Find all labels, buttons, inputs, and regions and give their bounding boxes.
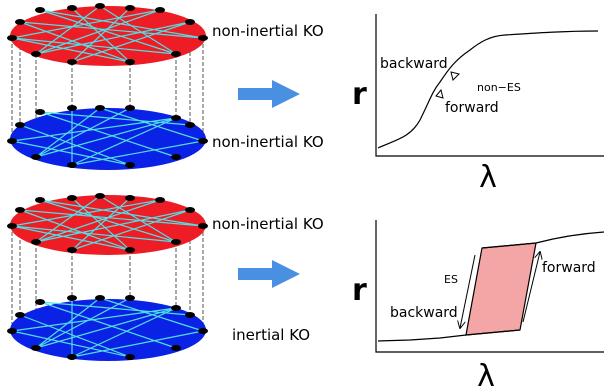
top-forward-label: forward: [445, 100, 499, 116]
bottom-network-diagram: [7, 193, 208, 361]
top-backward-arrowhead: [450, 71, 460, 81]
top-x-axis-label: λ: [479, 160, 497, 195]
bottom-backward-label: backward: [390, 305, 458, 321]
top-lower-layer-label: non-inertial KO: [212, 133, 324, 151]
bottom-plot-axes: [375, 220, 604, 353]
bottom-y-axis-label: r: [352, 273, 367, 308]
bottom-upper-layer-links: [11, 195, 204, 251]
top-lower-layer-nodes: [7, 105, 208, 168]
bottom-upper-layer-label: non-inertial KO: [212, 215, 324, 233]
bottom-upper-layer-nodes: [7, 193, 208, 253]
top-upper-layer-nodes: [7, 3, 208, 65]
top-transition-arrow: [238, 80, 300, 108]
bottom-lower-layer-disk: [10, 299, 206, 361]
top-network-diagram: [7, 3, 208, 170]
bottom-interlayer-connectors: [11, 210, 204, 357]
bottom-lower-layer-label: inertial KO: [232, 326, 310, 344]
top-regime-label: non−ES: [477, 81, 521, 94]
top-backward-label: backward: [380, 56, 448, 72]
bottom-order-parameter-plot: r λ backward forward ES: [352, 220, 605, 390]
bottom-hysteresis-region: [465, 242, 537, 336]
top-upper-layer-label: non-inertial KO: [212, 22, 324, 40]
bottom-x-axis-label: λ: [477, 359, 495, 390]
bottom-plot-lower-branch: [377, 329, 521, 342]
bottom-regime-label: ES: [444, 273, 458, 286]
top-upper-layer-disk: [10, 6, 206, 66]
bottom-transition-arrow: [238, 260, 300, 288]
top-plot-curve: [377, 30, 599, 149]
top-y-axis-label: r: [352, 77, 367, 112]
bottom-forward-label: forward: [542, 260, 596, 276]
top-order-parameter-plot: r λ backward forward non−ES: [352, 14, 604, 195]
bottom-backward-arrow: [460, 254, 476, 328]
top-upper-layer-links: [11, 5, 204, 63]
bottom-lower-layer-nodes: [7, 295, 208, 360]
top-lower-layer-links: [11, 107, 204, 166]
top-forward-arrowhead: [435, 88, 444, 99]
bottom-lower-layer-links: [11, 297, 204, 358]
top-plot-axes: [375, 14, 604, 157]
bottom-plot-upper-branch: [481, 231, 605, 249]
bottom-forward-arrow: [522, 252, 540, 323]
